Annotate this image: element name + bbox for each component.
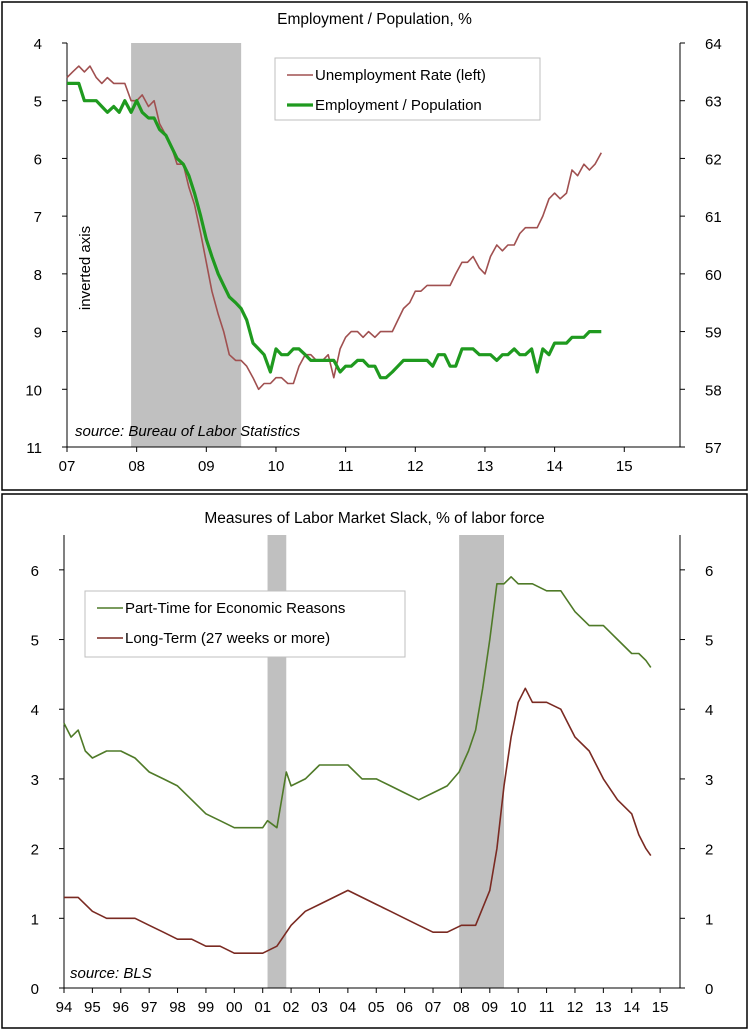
- series-line-long-term-27-weeks-or-more: [64, 687, 652, 955]
- chart-title: Measures of Labor Market Slack, % of lab…: [204, 510, 544, 527]
- x-tick-label: 04: [340, 999, 357, 1016]
- y-left-tick-label: 5: [31, 633, 39, 650]
- y-left-tick-label: 10: [25, 382, 42, 399]
- x-tick-label: 15: [652, 999, 669, 1016]
- x-tick-label: 07: [425, 999, 442, 1016]
- x-tick-label: 01: [254, 999, 271, 1016]
- legend-box: [84, 590, 406, 658]
- y-left-tick-label: 6: [31, 563, 39, 580]
- y-right-tick-label: 61: [705, 209, 722, 226]
- y-left-tick-label: 5: [34, 94, 42, 111]
- y-left-tick-label: 4: [34, 36, 42, 53]
- chart-title: Employment / Population, %: [277, 11, 472, 28]
- x-tick-label: 14: [623, 999, 640, 1016]
- x-tick-label: 03: [311, 999, 328, 1016]
- y-right-tick-label: 6: [705, 563, 713, 580]
- x-tick-label: 02: [283, 999, 300, 1016]
- x-tick-label: 06: [396, 999, 413, 1016]
- x-tick-label: 12: [567, 999, 584, 1016]
- legend-label: Employment / Population: [315, 97, 482, 114]
- y-right-tick-label: 60: [705, 267, 722, 284]
- y-left-tick-label: 0: [31, 981, 39, 998]
- y-left-tick-label: 3: [31, 772, 39, 789]
- x-tick-label: 99: [198, 999, 215, 1016]
- y-right-tick-label: 3: [705, 772, 713, 789]
- y-left-tick-label: 1: [31, 911, 39, 928]
- x-tick-label: 11: [539, 999, 555, 1016]
- x-tick-label: 05: [368, 999, 385, 1016]
- x-tick-label: 94: [56, 999, 73, 1016]
- y-right-tick-label: 5: [705, 633, 713, 650]
- y-left-tick-label: 4: [31, 702, 39, 719]
- panel-employment-population: 4 5 6 7 8 9 10 11 57 58 59 60 61 62 63 64 07 08 09 10 11 12 13…: [1, 1, 748, 491]
- y-right-tick-label: 4: [705, 702, 713, 719]
- y-right-tick-label: 58: [705, 382, 722, 399]
- source-note: source: Bureau of Labor Statistics: [75, 423, 301, 440]
- y-right-tick-label: 62: [705, 151, 722, 168]
- legend-label: Unemployment Rate (left): [315, 67, 486, 84]
- x-tick-label: 96: [112, 999, 129, 1016]
- y-left-tick-label: 9: [34, 325, 42, 342]
- x-tick-label: 08: [128, 458, 145, 475]
- x-tick-label: 07: [59, 458, 76, 475]
- series-line-part-time-for-economic-reasons: [63, 575, 652, 829]
- y-right-tick-label: 64: [705, 36, 722, 53]
- y-left-tick-label: 6: [34, 151, 42, 168]
- x-tick-label: 13: [595, 999, 612, 1016]
- x-tick-label: 10: [268, 458, 285, 475]
- recession-band: [131, 43, 242, 447]
- x-tick-label: 97: [141, 999, 158, 1016]
- x-tick-label: 14: [546, 458, 563, 475]
- y-right-tick-label: 63: [705, 94, 722, 111]
- x-tick-label: 00: [226, 999, 243, 1016]
- y-left-tick-label: 7: [34, 209, 42, 226]
- legend-label: Part-Time for Economic Reasons: [125, 600, 345, 617]
- y-left-tick-label: 2: [31, 842, 39, 859]
- series-line-unemployment-rate-left: [66, 65, 603, 391]
- y-left-tick-label: 8: [34, 267, 42, 284]
- x-tick-label: 08: [453, 999, 470, 1016]
- panel-frame: [1, 493, 748, 1029]
- source-note: source: BLS: [70, 965, 152, 982]
- y-right-tick-label: 0: [705, 981, 713, 998]
- inverted-axis-note: inverted axis: [77, 226, 94, 310]
- y-right-tick-label: 2: [705, 842, 713, 859]
- x-tick-label: 09: [481, 999, 498, 1016]
- y-right-tick-label: 57: [705, 440, 722, 457]
- series-line-employment-population: [67, 81, 602, 380]
- x-tick-label: 11: [338, 458, 354, 475]
- legend-box: [274, 57, 541, 121]
- x-tick-label: 98: [169, 999, 186, 1016]
- x-tick-label: 15: [616, 458, 633, 475]
- x-tick-label: 12: [407, 458, 424, 475]
- recession-band: [459, 535, 504, 988]
- y-left-tick-label: 11: [26, 440, 42, 457]
- x-tick-label: 95: [84, 999, 101, 1016]
- legend-label: Long-Term (27 weeks or more): [125, 630, 330, 647]
- y-right-tick-label: 1: [705, 911, 713, 928]
- x-tick-label: 09: [198, 458, 215, 475]
- x-tick-label: 13: [477, 458, 494, 475]
- y-right-tick-label: 59: [705, 325, 722, 342]
- x-tick-label: 10: [510, 999, 527, 1016]
